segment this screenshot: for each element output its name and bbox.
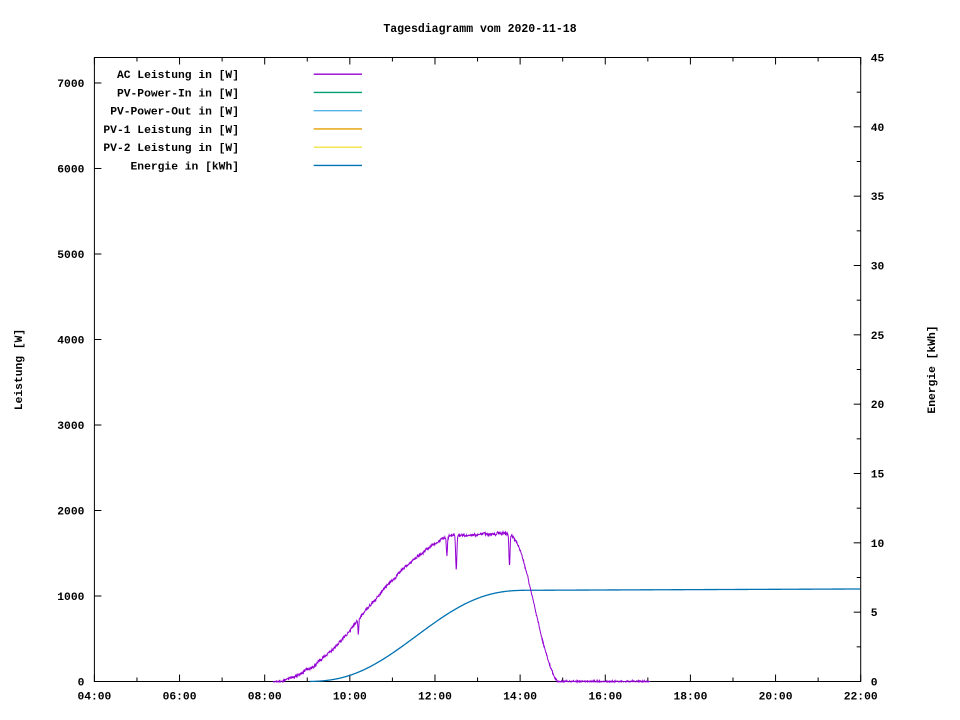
svg-text:3000: 3000 [57,421,84,433]
svg-text:40: 40 [871,123,885,135]
svg-text:Leistung [W]: Leistung [W] [14,329,26,410]
svg-text:AC Leistung in [W]: AC Leistung in [W] [117,70,239,82]
svg-text:30: 30 [871,262,885,274]
svg-text:20: 20 [871,400,885,412]
svg-text:12:00: 12:00 [418,692,452,704]
svg-text:Tagesdiagramm vom 2020-11-18: Tagesdiagramm vom 2020-11-18 [383,23,576,36]
svg-text:14:00: 14:00 [503,692,537,704]
svg-text:20:00: 20:00 [759,692,793,704]
svg-text:16:00: 16:00 [588,692,622,704]
svg-text:Energie [kWh]: Energie [kWh] [927,325,939,413]
svg-text:6000: 6000 [57,164,84,176]
svg-text:18:00: 18:00 [673,692,707,704]
svg-text:7000: 7000 [57,79,84,91]
svg-text:5: 5 [871,608,878,620]
svg-text:25: 25 [871,331,885,343]
svg-text:5000: 5000 [57,250,84,262]
svg-text:PV-1 Leistung in [W]: PV-1 Leistung in [W] [103,125,239,137]
svg-text:08:00: 08:00 [248,692,282,704]
svg-text:0: 0 [871,678,878,690]
svg-text:10: 10 [871,539,885,551]
svg-text:0: 0 [78,678,85,690]
svg-text:PV-Power-Out in [W]: PV-Power-Out in [W] [110,107,239,119]
svg-text:06:00: 06:00 [163,692,197,704]
svg-text:PV-Power-In in [W]: PV-Power-In in [W] [117,88,239,100]
svg-text:22:00: 22:00 [844,692,878,704]
svg-text:PV-2 Leistung in [W]: PV-2 Leistung in [W] [103,143,239,155]
svg-text:4000: 4000 [57,335,84,347]
svg-text:1000: 1000 [57,592,84,604]
svg-text:2000: 2000 [57,506,84,518]
svg-text:04:00: 04:00 [77,692,111,704]
svg-text:Energie in [kWh]: Energie in [kWh] [131,161,239,173]
svg-text:35: 35 [871,192,885,204]
svg-text:15: 15 [871,470,885,482]
svg-text:10:00: 10:00 [333,692,367,704]
svg-text:45: 45 [871,54,885,66]
